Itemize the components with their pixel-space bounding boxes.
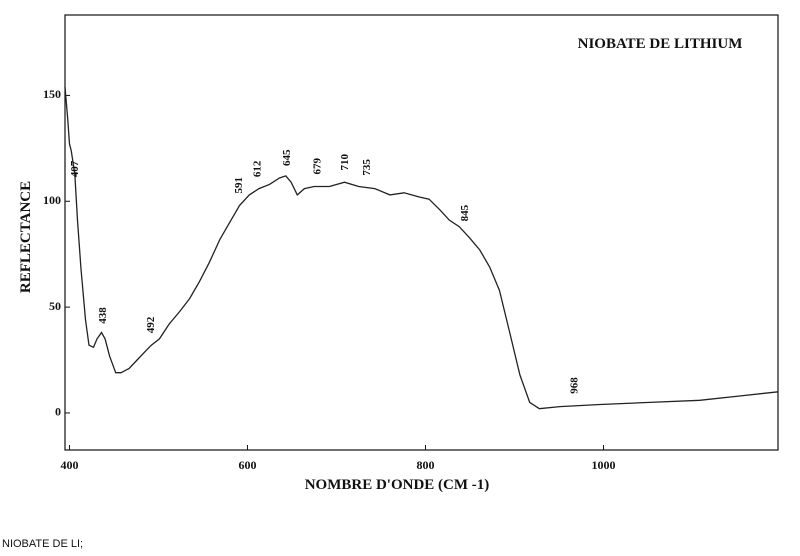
x-tick-label: 400: [60, 458, 78, 472]
caption: NIOBATE DE LI;: [2, 538, 83, 550]
peak-label: 591: [233, 177, 245, 194]
peak-label: 968: [569, 377, 581, 394]
y-tick-label: 0: [55, 405, 61, 419]
y-tick-label: 50: [49, 299, 61, 313]
x-axis-label: NOMBRE D'ONDE (CM -1): [305, 477, 490, 493]
x-tick-label: 600: [238, 458, 256, 472]
peak-label: 845: [459, 204, 471, 221]
peak-label: 492: [145, 316, 157, 333]
y-tick-label: 100: [43, 193, 61, 207]
peak-label: 407: [69, 160, 81, 177]
x-tick-label: 800: [417, 458, 435, 472]
x-tick-label: 1000: [592, 458, 616, 472]
peak-label: 710: [339, 153, 351, 170]
peak-label: 645: [281, 149, 293, 166]
spectrum-line: [64, 86, 779, 410]
plot-frame: [64, 14, 779, 451]
peak-label: 735: [361, 159, 373, 176]
y-tick-label: 150: [43, 87, 61, 101]
peak-label: 679: [311, 157, 323, 174]
y-axis-label: REFLECTANCE: [18, 181, 34, 293]
peak-label: 438: [97, 307, 109, 324]
peak-label: 612: [252, 160, 264, 177]
chart-title: NIOBATE DE LITHIUM: [578, 36, 743, 52]
